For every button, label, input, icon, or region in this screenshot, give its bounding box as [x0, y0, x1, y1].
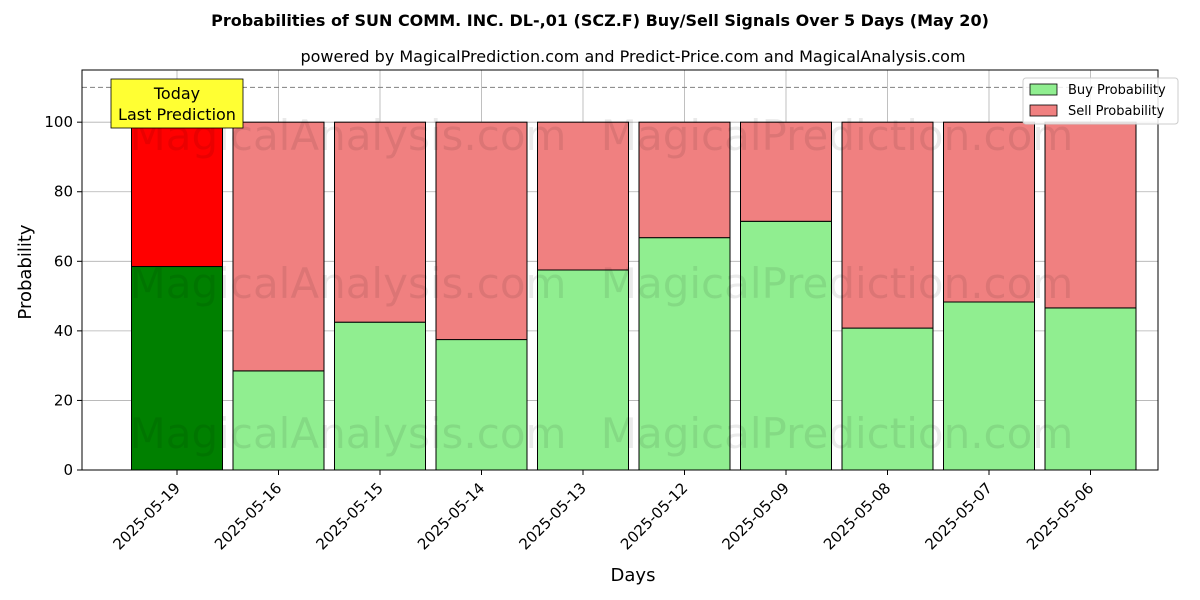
annotation-box	[110, 78, 244, 129]
buy-bar	[435, 339, 528, 471]
chart-subtitle: powered by MagicalPrediction.com and Pre…	[300, 47, 965, 66]
sell-bar	[943, 121, 1035, 303]
sell-bar	[1044, 121, 1137, 309]
x-tick-label: 2025-05-14	[414, 479, 488, 553]
legend-frame	[1022, 77, 1179, 125]
buy-bar	[943, 301, 1035, 471]
sell-bar	[841, 121, 934, 329]
watermark-text: MagicalPrediction.com	[601, 409, 1074, 458]
annotation-line: Today	[153, 84, 200, 103]
x-tick-label: 2025-05-09	[718, 479, 792, 553]
buy-bar	[1044, 307, 1137, 471]
annotation: Today Last Prediction	[110, 78, 244, 129]
sell-bar	[638, 121, 731, 239]
sell-bar	[740, 121, 832, 222]
x-tick-label: 2025-05-19	[109, 479, 183, 553]
legend-swatch	[1029, 83, 1058, 96]
sell-bar	[537, 121, 629, 271]
legend-swatch	[1029, 104, 1058, 117]
y-tick-label: 20	[54, 391, 73, 409]
y-tick-label: 60	[54, 252, 73, 270]
chart-title: Probabilities of SUN COMM. INC. DL-,01 (…	[211, 11, 989, 30]
plot-frame	[81, 69, 1159, 471]
sell-bar	[435, 121, 528, 341]
y-tick-label: 40	[54, 322, 73, 340]
annotation-line: Last Prediction	[118, 105, 236, 124]
y-tick-label: 100	[44, 113, 73, 131]
watermark-text: MagicalPrediction.com	[601, 111, 1074, 160]
y-axis-label: Probability	[15, 224, 36, 319]
buy-bar	[638, 237, 731, 471]
sell-bar	[131, 121, 223, 268]
x-tick-label: 2025-05-13	[515, 479, 589, 553]
x-tick-label: 2025-05-16	[211, 479, 285, 553]
legend: Buy Probability Sell Probability	[1022, 77, 1179, 125]
watermark-text: MagicalAnalysis.com	[130, 409, 567, 458]
watermark-text: MagicalAnalysis.com	[130, 259, 567, 308]
sell-bar	[232, 121, 325, 372]
buy-bar	[131, 266, 223, 471]
y-tick-label: 0	[63, 461, 73, 479]
x-axis-label: Days	[611, 565, 656, 586]
legend-label: Sell Probability	[1068, 104, 1165, 119]
x-tick-label: 2025-05-08	[820, 479, 894, 553]
bars	[131, 121, 1137, 471]
y-tick-label: 80	[54, 183, 73, 201]
sell-bar	[334, 121, 426, 323]
buy-bar	[740, 220, 832, 471]
legend-label: Buy Probability	[1068, 83, 1166, 98]
buy-bar	[334, 321, 426, 471]
x-tick-label: 2025-05-06	[1023, 479, 1097, 553]
x-tick-label: 2025-05-07	[921, 479, 995, 553]
x-tick-label: 2025-05-15	[312, 479, 386, 553]
x-tick-label: 2025-05-12	[617, 479, 691, 553]
watermark-text: MagicalPrediction.com	[601, 259, 1074, 308]
buy-bar	[537, 269, 629, 471]
buy-bar	[841, 327, 934, 471]
